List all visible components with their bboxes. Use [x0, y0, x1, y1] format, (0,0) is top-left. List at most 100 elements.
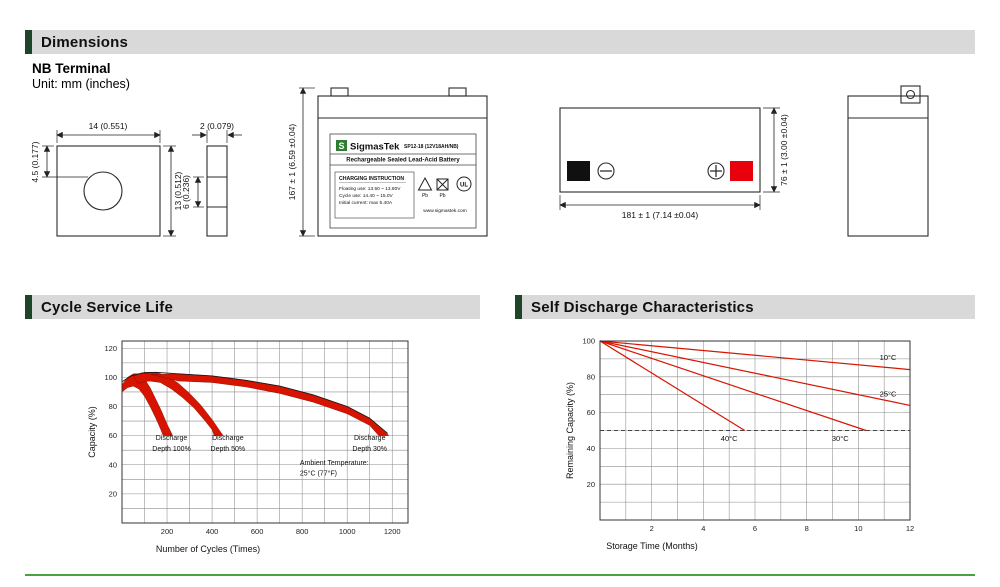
dim-terminal-height: 13 (0.512): [173, 171, 183, 210]
y-tick-label: 20: [587, 480, 595, 489]
y-tick-label: 40: [109, 460, 117, 469]
y-tick-label: 80: [109, 402, 117, 411]
battery-top-view: 181 ± 1 (7.14 ±0.04) 76 ± 1 (3.00 ±0.04): [559, 107, 789, 220]
website-text: www.sigmastek.com: [423, 208, 466, 214]
annotation-ambient-temperature-25-c-77-f: 25°C (77°F): [300, 470, 337, 478]
section-header-cycle-service-life: Cycle Service Life: [25, 295, 480, 319]
logo-letter: S: [338, 141, 344, 151]
terminal-type-title: NB Terminal: [32, 61, 111, 76]
negative-vent-icon: [597, 162, 615, 180]
section-accent-bar: [25, 30, 32, 54]
plot-border: [599, 340, 911, 521]
y-axis-label: Capacity (%): [87, 406, 97, 458]
front-terminal-left: [330, 87, 349, 97]
model-number: SP12-18 (12V18AH/NB): [404, 144, 459, 150]
annotation-discharge-depth-100: Depth 100%: [152, 446, 191, 453]
series-30-c: [599, 340, 867, 432]
side-terminal-hole: [905, 89, 916, 100]
capacity-outline-curve: [121, 371, 388, 434]
front-terminal-right: [448, 87, 467, 97]
negative-terminal-marker: [567, 161, 590, 181]
series-label-10-c: 10°C: [880, 353, 897, 362]
x-tick-label: 4: [701, 524, 705, 533]
dim-terminal-thickness: 2 (0.079): [200, 121, 234, 131]
no-trash-pb-icon: [436, 178, 449, 191]
annotation-discharge-depth-30: Discharge: [354, 435, 386, 442]
battery-side-view: [847, 85, 929, 237]
battery-label: S SigmasTek SP12-18 (12V18AH/NB) Recharg…: [329, 133, 477, 229]
series-label-30-c: 30°C: [832, 434, 849, 443]
annotation-discharge-depth-50: Depth 50%: [211, 446, 246, 453]
x-axis-label: Number of Cycles (Times): [156, 544, 260, 554]
y-tick-label: 100: [582, 337, 595, 346]
series-25-c: [599, 340, 911, 406]
battery-front-body: [317, 95, 488, 237]
x-tick-label: 600: [251, 527, 264, 536]
annotation-ambient-temperature-25-c-77-f: Ambient Temperature:: [300, 460, 369, 467]
ul-icon: [456, 176, 472, 192]
section-header-dimensions: Dimensions: [25, 30, 975, 54]
plot-border: [121, 340, 409, 524]
x-tick-label: 8: [805, 524, 809, 533]
side-terminal: [900, 85, 921, 104]
series-label-25-c: 25°C: [880, 389, 897, 398]
battery-top-body: [559, 107, 761, 193]
dim-terminal-width: 14 (0.551): [89, 121, 128, 131]
charging-floating: Floating use: 13.50 ~ 13.80V: [339, 186, 401, 192]
x-tick-label: 1000: [339, 527, 356, 536]
x-tick-label: 200: [161, 527, 174, 536]
battery-front-view: S SigmasTek SP12-18 (12V18AH/NB) Recharg…: [287, 87, 488, 237]
charging-instruction-box: [334, 171, 415, 219]
dim-battery-height: 167 ± 1 (6.59 ±0.04): [287, 124, 297, 201]
annotation-discharge-depth-30: Depth 30%: [352, 446, 387, 453]
section-header-self-discharge: Self Discharge Characteristics: [515, 295, 975, 319]
y-tick-label: 80: [587, 372, 595, 381]
y-tick-label: 40: [587, 444, 595, 453]
annotation-discharge-depth-100: Discharge: [156, 435, 188, 442]
footer-rule: [25, 574, 975, 576]
dim-terminal-offset: 4.5 (0.177): [30, 141, 40, 182]
charging-initial: Initial current: max 5.40A: [339, 200, 393, 206]
positive-vent-icon: [707, 162, 725, 180]
terminal-front-body: [56, 145, 161, 237]
series-40-c: [599, 340, 746, 432]
x-tick-label: 400: [206, 527, 219, 536]
x-axis-label: Storage Time (Months): [606, 541, 698, 551]
section-title-dimensions: Dimensions: [41, 33, 129, 51]
positive-terminal-marker: [730, 161, 753, 181]
x-tick-label: 6: [753, 524, 757, 533]
section-title-self-discharge: Self Discharge Characteristics: [531, 298, 754, 316]
dim-battery-width: 76 ± 1 (3.00 ±0.04): [779, 114, 789, 186]
battery-type-line: Rechargeable Sealed Lead-Acid Battery: [346, 158, 460, 164]
section-accent-bar: [515, 295, 522, 319]
terminal-side-view: 2 (0.079) 6 (0.236): [181, 121, 242, 237]
terminal-side-body: [206, 145, 228, 237]
y-tick-label: 60: [109, 431, 117, 440]
self-discharge-characteristics-chart: 10°C 25°C 30°C 40°C 2 4 6 8 10 12 20 40 60 80 100 Stora…: [515, 325, 980, 587]
y-tick-label: 100: [104, 373, 117, 382]
x-tick-label: 10: [854, 524, 862, 533]
dimensions-drawing: 14 (0.551) 4.5 (0.177) 13 (0.512) 2 (0.0…: [30, 85, 929, 237]
x-tick-label: 12: [906, 524, 914, 533]
terminal-front-view: 14 (0.551) 4.5 (0.177) 13 (0.512): [30, 121, 183, 237]
y-tick-label: 120: [104, 344, 117, 353]
dim-battery-length: 181 ± 1 (7.14 ±0.04): [622, 210, 699, 220]
recycle-pb-icon: [417, 176, 433, 191]
pb-label-1: Pb: [422, 193, 428, 199]
y-tick-label: 20: [109, 489, 117, 498]
dim-terminal-side-height: 6 (0.236): [181, 175, 191, 209]
terminal-hole: [83, 171, 123, 211]
x-tick-label: 2: [650, 524, 654, 533]
charging-title: CHARGING INSTRUCTION: [339, 176, 404, 182]
charging-cycle: Cycle use: 14.40 ~ 15.0V: [339, 193, 394, 199]
y-tick-label: 60: [587, 408, 595, 417]
y-axis-label: Remaining Capacity (%): [565, 382, 575, 479]
unit-label: Unit: mm (inches): [32, 77, 130, 91]
ul-label: UL: [460, 183, 468, 189]
annotation-discharge-depth-50: Discharge: [212, 435, 244, 442]
series-label-40-c: 40°C: [721, 434, 738, 443]
battery-side-body: [847, 95, 929, 237]
x-tick-label: 1200: [384, 527, 401, 536]
cycle-service-life-chart: 200 400 600 800 1000 1200 20 40 60 80 100 120 Number…: [60, 325, 480, 587]
